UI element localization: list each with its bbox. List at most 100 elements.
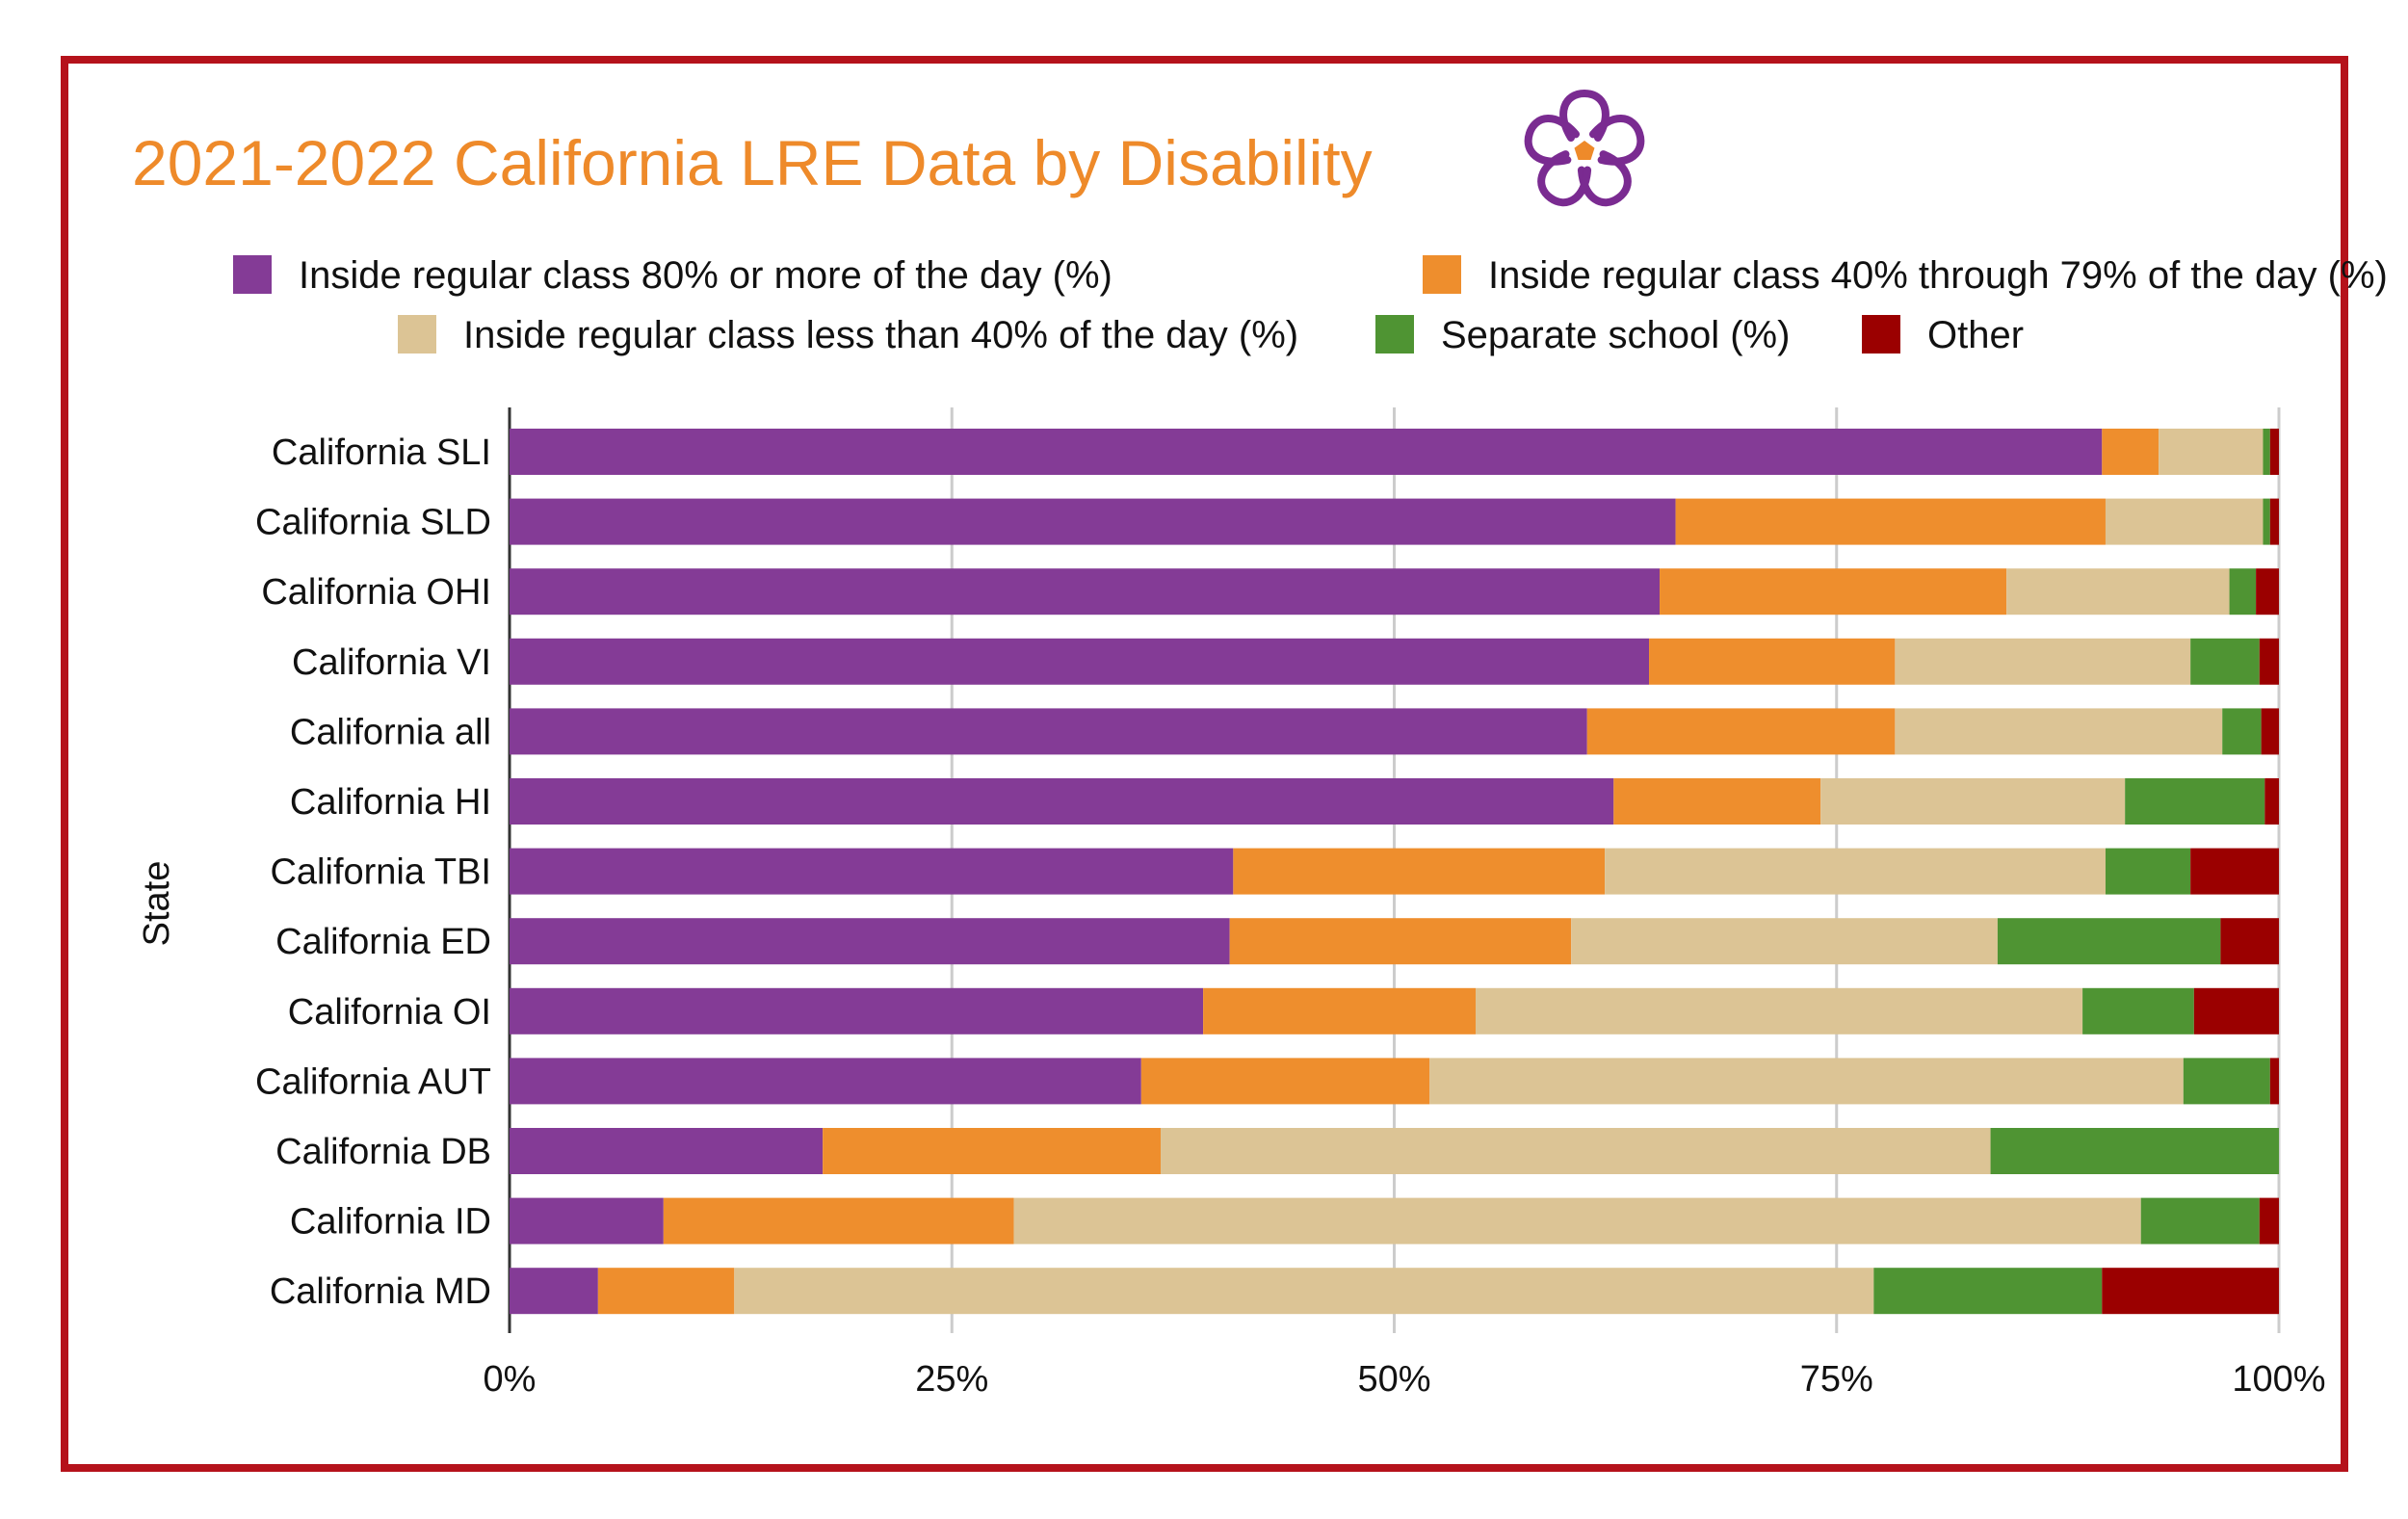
bar-segment (1140, 1058, 1430, 1105)
bar-segment (510, 848, 1234, 895)
bar-segment (1476, 987, 2083, 1034)
bar-segment (510, 429, 2103, 475)
x-tick-labels: 0% 25% 50% 75% 100% (484, 1359, 2326, 1400)
bar-segment (1233, 848, 1606, 895)
legend-label: Inside regular class 80% or more of the … (299, 254, 1112, 297)
bar-segment (2102, 429, 2159, 475)
bar-segment (2140, 1197, 2260, 1244)
bar-segment (1013, 1197, 2141, 1244)
bar-segment (510, 1058, 1141, 1105)
bar-segment (1873, 1268, 2103, 1315)
category-label: California ED (275, 922, 491, 962)
bar-segment (1895, 708, 2223, 755)
bar-segment (1895, 638, 2191, 685)
x-tick-label: 75% (1800, 1359, 1873, 1400)
bar-segment (510, 778, 1614, 825)
category-label: California OI (288, 992, 491, 1033)
bar-segment (510, 1197, 664, 1244)
bar-segment (597, 1268, 735, 1315)
bar-segment (2256, 568, 2279, 615)
bar-segment (2102, 1268, 2279, 1315)
bar-segment (2261, 708, 2279, 755)
category-label: California all (290, 712, 491, 752)
legend-label: Inside regular class 40% through 79% of … (1488, 254, 2388, 297)
bar-segment (2105, 848, 2191, 895)
bar-segment (2125, 778, 2265, 825)
legend: Inside regular class 80% or more of the … (233, 254, 2388, 356)
bar-segment (2269, 498, 2279, 545)
legend-swatch (1423, 255, 1461, 294)
bar-segment (1649, 638, 1896, 685)
x-tick-label: 100% (2232, 1359, 2325, 1400)
bar-segment (2263, 498, 2270, 545)
bar-segment (663, 1197, 1014, 1244)
bar-segment (2259, 638, 2279, 685)
bar-segment (1571, 918, 1998, 965)
bar-segment (823, 1128, 1162, 1174)
bar-segment (2263, 429, 2270, 475)
category-label: California OHI (261, 572, 491, 613)
bar-segment (1613, 778, 1821, 825)
category-labels: California SLI California SLD California O… (255, 432, 491, 1312)
category-label: California HI (290, 782, 491, 823)
category-label: California ID (290, 1202, 491, 1243)
bar-segment (510, 1268, 598, 1315)
bars (510, 429, 2279, 1315)
bar-segment (1660, 568, 2007, 615)
bar-segment (2183, 1058, 2270, 1105)
bar-segment (1229, 918, 1572, 965)
bar-segment (1820, 778, 2126, 825)
bar-segment (2220, 918, 2279, 965)
bar-segment (510, 498, 1676, 545)
category-label: California SLI (272, 432, 491, 473)
x-tick-label: 50% (1357, 1359, 1430, 1400)
legend-label: Separate school (%) (1441, 314, 1790, 356)
bar-segment (1586, 708, 1896, 755)
chart-title: 2021-2022 California LRE Data by Disabil… (132, 127, 1373, 198)
category-label: California TBI (270, 852, 491, 893)
legend-label: Inside regular class less than 40% of th… (463, 314, 1298, 356)
bar-segment (1429, 1058, 2184, 1105)
bar-segment (1675, 498, 2106, 545)
bar-segment (2190, 638, 2260, 685)
bar-segment (2229, 568, 2257, 615)
bar-segment (1605, 848, 2106, 895)
bar-segment (2269, 1058, 2279, 1105)
logo-icon (1524, 89, 1645, 207)
bar-segment (2082, 987, 2194, 1034)
bar-segment (1990, 1128, 2279, 1174)
bar-segment (2264, 778, 2279, 825)
category-label: California VI (292, 642, 491, 683)
bar-segment (2193, 987, 2279, 1034)
bar-segment (2222, 708, 2262, 755)
bar-segment (1161, 1128, 1991, 1174)
bar-segment (510, 987, 1204, 1034)
bar-segment (2159, 429, 2264, 475)
legend-swatch (398, 315, 436, 354)
bar-segment (1203, 987, 1477, 1034)
category-label: California AUT (255, 1061, 491, 1102)
bar-segment (510, 708, 1587, 755)
legend-swatch (1375, 315, 1414, 354)
category-label: California SLD (255, 503, 491, 543)
bar-segment (2259, 1197, 2279, 1244)
y-axis-label: State (137, 861, 177, 947)
bar-segment (734, 1268, 1874, 1315)
bar-segment (510, 568, 1661, 615)
bar-segment (510, 638, 1650, 685)
bar-segment (510, 918, 1230, 965)
bar-segment (2190, 848, 2279, 895)
x-tick-label: 0% (484, 1359, 537, 1400)
legend-swatch (233, 255, 272, 294)
bar-segment (1997, 918, 2221, 965)
category-label: California MD (270, 1271, 491, 1312)
legend-swatch (1862, 315, 1900, 354)
bar-segment (2006, 568, 2230, 615)
x-tick-label: 25% (915, 1359, 988, 1400)
category-label: California DB (275, 1132, 491, 1172)
legend-label: Other (1927, 314, 2024, 356)
bar-segment (510, 1128, 824, 1174)
bar-segment (2269, 429, 2279, 475)
bar-segment (2105, 498, 2264, 545)
